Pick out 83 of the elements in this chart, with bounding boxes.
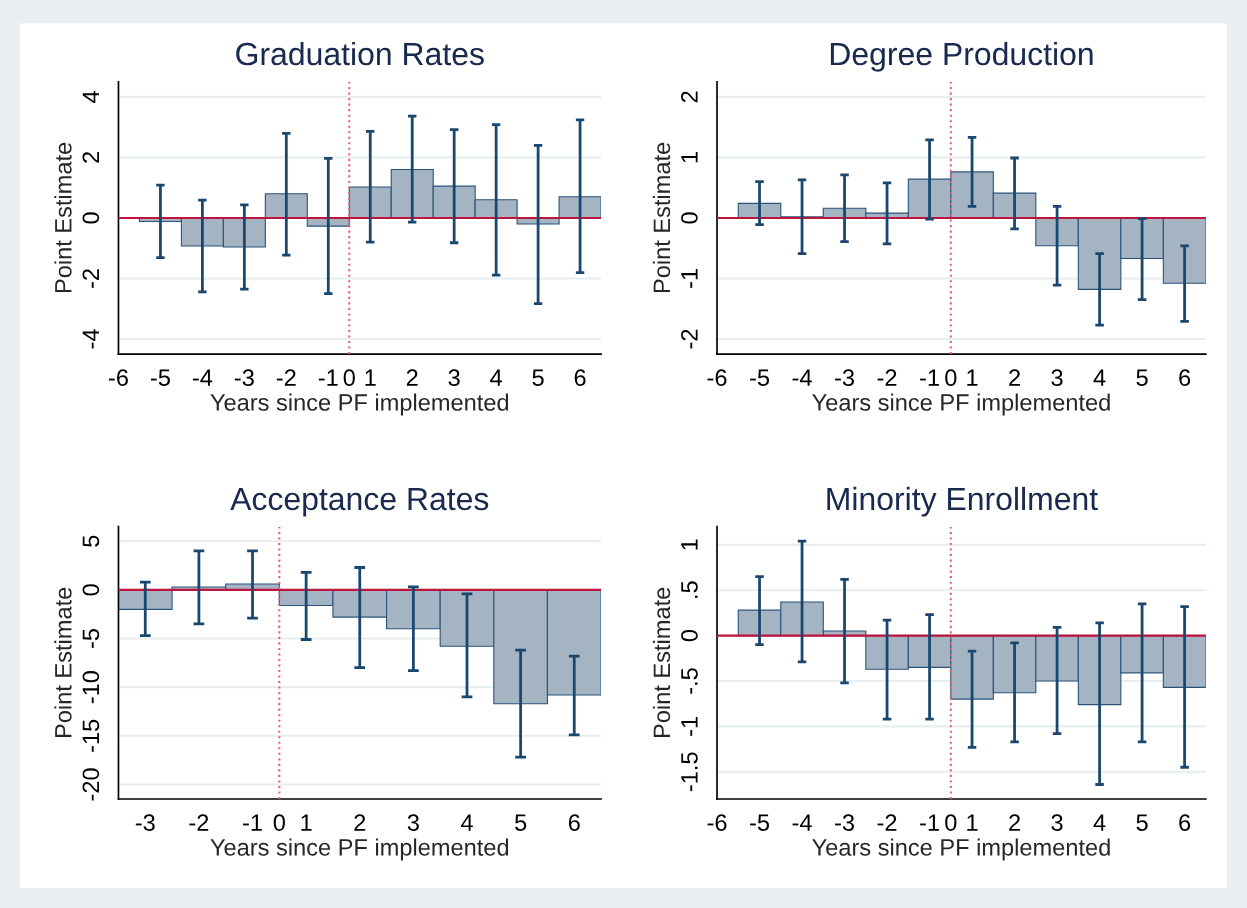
x-tick-label: -5 — [750, 814, 770, 831]
x-tick-label: 6 — [1179, 814, 1191, 831]
y-axis-title: Point Estimate — [54, 142, 72, 293]
x-tick-label: -2 — [276, 369, 296, 386]
x-tick-label: 1 — [365, 369, 376, 386]
y-axis-title: Point Estimate — [652, 587, 671, 738]
y-tick-label: 0 — [681, 629, 698, 642]
x-tick-label: -2 — [877, 369, 897, 386]
x-tick-label: 2 — [1009, 814, 1020, 831]
x-axis-title: Years since PF implemented — [812, 838, 1110, 861]
y-tick-label: -1.5 — [681, 752, 698, 792]
y-tick-label: -10 — [82, 671, 100, 704]
x-tick-label: -5 — [150, 369, 170, 387]
x-tick-label: -6 — [707, 814, 727, 831]
y-tick-label: -1 — [681, 717, 698, 736]
x-tick-label: 4 — [1093, 814, 1106, 831]
y-tick-label: 1 — [681, 539, 698, 550]
y-tick-label: -.5 — [681, 668, 698, 694]
x-tick-label: 3 — [407, 814, 419, 831]
y-tick-label: -5 — [82, 629, 100, 648]
y-tick-label: 5 — [82, 535, 100, 547]
chart-title: Graduation Rates — [236, 41, 484, 66]
y-tick-label: 1 — [681, 151, 698, 163]
x-tick-label: -4 — [792, 814, 812, 831]
x-tick-label: -1 — [318, 369, 338, 386]
y-tick-label: 0 — [82, 212, 100, 224]
chart-title: Acceptance Rates — [230, 488, 489, 517]
x-tick-label: 1 — [967, 369, 978, 386]
x-tick-label: 2 — [354, 814, 366, 831]
y-tick-label: -15 — [82, 719, 100, 752]
x-tick-label: -1 — [243, 814, 262, 831]
x-tick-label: 1 — [967, 814, 978, 831]
x-tick-label: -1 — [920, 369, 939, 386]
y-axis-title: Point Estimate — [652, 142, 671, 293]
x-tick-label: -3 — [835, 369, 854, 387]
x-tick-label: -3 — [835, 814, 854, 831]
x-tick-label: 0 — [273, 814, 285, 831]
x-tick-label: -4 — [192, 369, 213, 386]
x-tick-label: 3 — [448, 369, 460, 387]
x-tick-label: -2 — [877, 814, 897, 831]
x-axis-title: Years since PF implemented — [812, 393, 1110, 416]
x-tick-label: -6 — [707, 369, 727, 387]
chart-title: Degree Production — [830, 41, 1093, 72]
x-tick-label: 4 — [460, 814, 473, 831]
x-tick-label: -4 — [792, 369, 812, 386]
x-tick-label: 5 — [1136, 814, 1148, 831]
y-tick-label: -4 — [82, 329, 99, 349]
y-tick-label: -2 — [681, 329, 698, 349]
x-tick-label: 1 — [301, 814, 312, 831]
x-tick-label: 2 — [1009, 369, 1020, 386]
y-axis-title: Point Estimate — [54, 587, 72, 738]
x-tick-label: 2 — [406, 369, 418, 386]
x-tick-label: 5 — [1136, 369, 1148, 387]
y-tick-label: -1 — [681, 269, 698, 288]
x-tick-label: 3 — [1051, 814, 1063, 831]
x-tick-label: 5 — [515, 814, 527, 831]
x-tick-label: -1 — [920, 814, 939, 831]
x-tick-label: 4 — [490, 369, 503, 386]
x-axis-title: Years since PF implemented — [210, 838, 509, 861]
x-tick-label: 6 — [1179, 369, 1191, 387]
y-tick-label: -20 — [82, 768, 100, 801]
x-tick-label: 6 — [574, 369, 586, 387]
x-tick-label: -3 — [234, 369, 254, 387]
x-tick-label: 0 — [343, 369, 355, 387]
x-tick-label: 5 — [532, 369, 544, 387]
x-tick-label: 0 — [945, 814, 957, 831]
y-tick-label: 0 — [681, 212, 698, 224]
x-tick-label: -2 — [189, 814, 209, 831]
x-tick-label: -3 — [135, 814, 155, 831]
chart-title: Minority Enrollment — [827, 486, 1098, 517]
y-tick-label: 2 — [82, 152, 99, 163]
y-tick-label: 2 — [681, 91, 698, 103]
x-axis-title: Years since PF implemented — [210, 393, 509, 416]
x-tick-label: 0 — [945, 369, 957, 387]
y-tick-label: 4 — [82, 90, 99, 103]
y-tick-label: 0 — [82, 584, 100, 596]
y-tick-label: .5 — [681, 581, 698, 598]
x-tick-label: 6 — [568, 814, 580, 831]
x-tick-label: -5 — [750, 369, 770, 387]
y-tick-label: -2 — [82, 269, 99, 288]
x-tick-label: 4 — [1093, 369, 1106, 386]
x-tick-label: 3 — [1051, 369, 1063, 387]
x-tick-label: -6 — [109, 369, 128, 387]
